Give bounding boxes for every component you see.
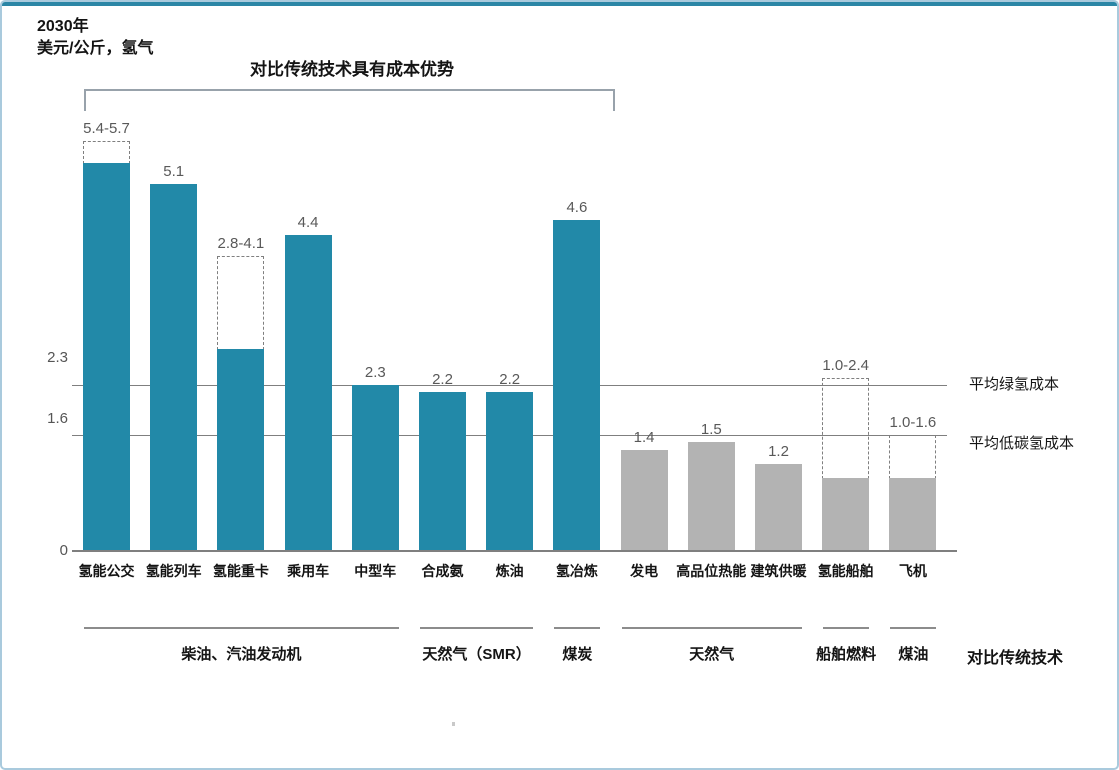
cost-advantage-note: 对比传统技术具有成本优势 [250, 60, 454, 79]
chart-bar [83, 162, 130, 550]
bar-category-label: 建筑供暖 [750, 563, 807, 579]
bar-category-label: 氢能列车 [145, 563, 202, 579]
group-underline [420, 627, 534, 629]
bar-value-label: 1.4 [633, 428, 655, 446]
bar-category-label: 氢能船舶 [817, 563, 874, 579]
bar-category-label: 炼油 [495, 563, 524, 579]
chart-bar [150, 184, 198, 550]
bar-value-label: 2.3 [364, 364, 386, 382]
reference-line-label: 平均低碳氢成本 [969, 435, 1075, 453]
group-label: 天然气（SMR） [422, 646, 531, 663]
y-axis-tick-label: 1.6 [47, 410, 68, 428]
reference-line [72, 385, 947, 387]
bar-value-label: 1.0-2.4 [822, 356, 870, 374]
bar-range-box [889, 435, 937, 480]
bar-category-label: 中型车 [354, 563, 397, 579]
chart-bar [419, 392, 466, 550]
cost-advantage-bracket [84, 89, 615, 111]
group-label: 煤炭 [562, 646, 593, 663]
bar-value-label: 2.2 [499, 371, 521, 389]
chart-bar [217, 349, 265, 550]
bar-category-label: 乘用车 [287, 563, 330, 579]
bar-range-box [822, 377, 870, 480]
group-label: 天然气 [689, 646, 735, 663]
chart-bar [755, 463, 802, 550]
bar-value-label: 4.6 [566, 199, 588, 217]
bar-category-label: 氢冶炼 [555, 563, 598, 579]
chart-bar [486, 392, 534, 550]
chart-bar [620, 449, 668, 550]
bar-value-label: 4.4 [297, 213, 319, 231]
group-label: 船舶燃料 [816, 646, 877, 663]
chart-title: 2030年 [37, 18, 89, 35]
bar-category-label: 飞机 [898, 563, 927, 579]
bar-range-box [83, 141, 130, 164]
bar-category-label: 氢能重卡 [212, 563, 269, 579]
comparison-technology-label: 对比传统技术 [967, 650, 1064, 667]
bar-value-label: 1.2 [768, 442, 789, 460]
bar-value-label: 1.5 [700, 421, 722, 439]
bar-range-box [217, 256, 265, 351]
group-label: 煤油 [898, 646, 929, 663]
chart-bar [889, 478, 937, 550]
chart-bar [553, 220, 601, 550]
chart-bar [687, 442, 735, 550]
bar-value-label: 5.1 [163, 163, 185, 181]
chart-bar [284, 234, 332, 550]
bar-value-label: 1.0-1.6 [889, 414, 937, 432]
bar-value-label: 2.2 [432, 371, 453, 389]
group-underline [890, 627, 937, 629]
chart-bar [351, 385, 399, 550]
accent-strip [2, 2, 1117, 6]
group-label: 柴油、汽油发动机 [181, 646, 302, 663]
bar-value-label: 2.8-4.1 [217, 235, 265, 253]
chart-unit-label: 美元/公斤，氢气 [37, 40, 154, 57]
bar-value-label: 5.4-5.7 [83, 120, 130, 138]
bar-category-label: 合成氨 [421, 563, 464, 579]
x-axis-line [72, 550, 957, 552]
group-underline [84, 627, 399, 629]
stray-dot [452, 722, 455, 726]
group-underline [554, 627, 601, 629]
y-axis-tick-label: 2.3 [47, 349, 68, 367]
chart-bar [822, 478, 870, 550]
group-underline [621, 627, 802, 629]
group-underline [823, 627, 870, 629]
reference-line-label: 平均绿氢成本 [969, 376, 1060, 394]
bar-category-label: 发电 [630, 563, 659, 579]
y-axis-tick-label: 0 [59, 542, 68, 559]
bar-category-label: 高品位热能 [676, 563, 747, 579]
bar-category-label: 氢能公交 [78, 563, 135, 579]
